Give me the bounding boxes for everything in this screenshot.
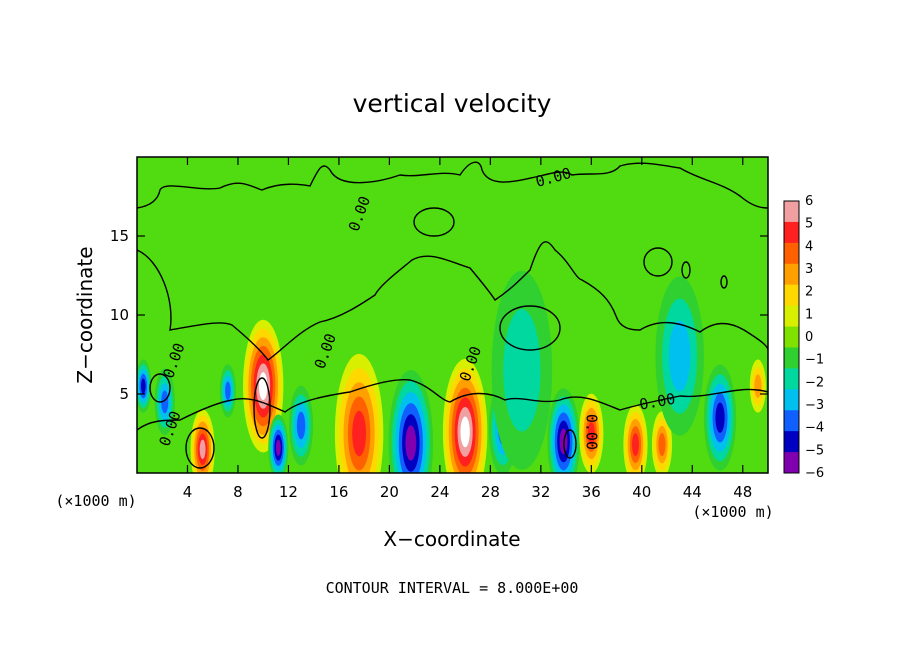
colorbar-swatch [784,201,799,222]
plot-area: 0.000.000.000.000.000.000.000.00 [135,157,768,516]
colorbar-tick-label: 6 [805,194,813,209]
heatmap-level [669,321,691,392]
colorbar-tick-label: 1 [805,307,813,322]
y-tick-label: 10 [110,306,129,324]
y-axis-label: Z−coordinate [73,246,97,383]
x-tick-label: 12 [279,483,298,501]
heatmap-level [200,440,206,459]
heatmap-cell [191,409,215,489]
heatmap-cell [750,360,766,413]
colorbar-tick-label: 0 [805,330,813,345]
y-tick-label: 15 [110,227,129,245]
colorbar-tick-label: −3 [805,398,824,413]
colorbar-tick-label: 4 [805,239,813,254]
colorbar-swatch [784,264,799,285]
colorbar-tick-label: 3 [805,262,813,277]
heatmap-cell [289,386,313,466]
heatmap-level [141,379,146,394]
y-tick-label: 5 [119,385,129,403]
heatmap-cell [492,271,553,470]
heatmap-level [259,372,268,400]
colorbar-swatch [784,410,799,431]
x-tick-label: 24 [430,483,449,501]
colorbar-swatch [784,347,799,368]
heatmap-level [405,425,416,460]
z-unit-label: (×1000 m) [55,492,136,510]
colorbar: 6 5 4 3 2 1 0 −1 −2 −3 −4 −5 −6 [784,194,824,481]
vertical-velocity-chart: vertical velocity 0.000.000.000.000.000.… [0,0,904,654]
heatmap-level [715,403,724,433]
x-tick-label: 48 [733,483,752,501]
colorbar-tick-label: −1 [805,353,824,368]
colorbar-swatch [784,452,799,473]
x-tick-label: 36 [582,483,601,501]
colorbar-tick-label: −5 [805,443,824,458]
x-tick-label: 4 [183,483,193,501]
colorbar-swatch [784,327,799,348]
x-tick-label: 28 [481,483,500,501]
colorbar-swatch [784,368,799,389]
colorbar-tick-label: −6 [805,466,824,481]
x-axis-label: X−coordinate [383,527,520,551]
heatmap-level [297,412,305,440]
x-tick-label: 32 [531,483,550,501]
x-tick-label: 44 [683,483,702,501]
heatmap-cell [268,415,288,481]
heatmap-level [352,411,366,457]
colorbar-swatch [784,306,799,327]
heatmap-cell [655,276,703,435]
contour-interval-note: CONTOUR INTERVAL = 8.000E+00 [326,579,579,597]
heatmap-level [503,309,540,432]
heatmap-level [276,440,281,456]
colorbar-tick-label: −4 [805,421,824,436]
x-tick-label: 8 [233,483,243,501]
colorbar-swatch [784,222,799,243]
heatmap-level [632,433,639,456]
chart-title: vertical velocity [353,89,552,118]
x-tick-label: 16 [329,483,348,501]
x-tick-label: 40 [632,483,651,501]
heatmap-level [225,382,231,400]
heatmap-level [460,417,469,448]
colorbar-swatch [784,431,799,452]
colorbar-swatch [784,389,799,410]
colorbar-tick-label: 2 [805,285,813,300]
contour-value-label: 0.00 [582,414,600,450]
heatmap-cell [220,364,236,417]
heatmap-cell [704,365,736,471]
colorbar-swatch [784,243,799,264]
colorbar-swatch [784,285,799,306]
heatmap-level [658,433,665,456]
x-unit-label: (×1000 m) [692,503,773,521]
x-tick-label: 20 [380,483,399,501]
colorbar-tick-label: −2 [805,375,824,390]
colorbar-tick-label: 5 [805,217,813,232]
